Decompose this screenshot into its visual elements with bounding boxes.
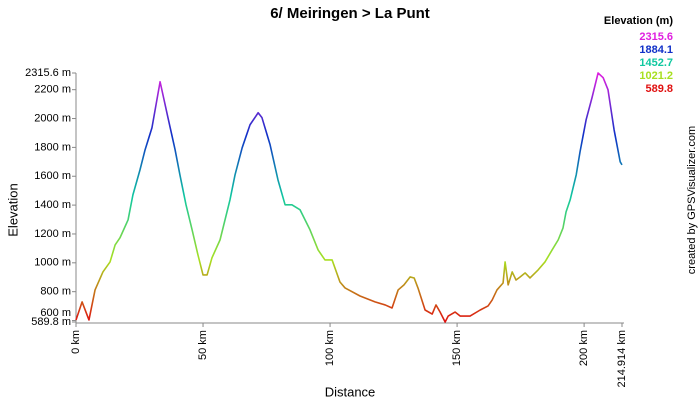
y-tick-label: 1800 m: [34, 141, 71, 153]
x-tick-label: 100 km: [324, 330, 336, 366]
chart-title: 6/ Meiringen > La Punt: [270, 5, 430, 22]
legend-value: 1884.1: [639, 44, 673, 56]
y-axis-title: Elevation: [5, 183, 20, 236]
legend-value: 2315.6: [639, 31, 673, 43]
y-tick-label: 600 m: [40, 307, 71, 319]
x-tick-label: 150 km: [451, 330, 463, 366]
elevation-line: [75, 72, 623, 323]
y-tick-label: 2200 m: [34, 84, 71, 96]
y-tick-label: 800 m: [40, 286, 71, 298]
y-tick-label: 1000 m: [34, 257, 71, 269]
y-tick-label: 1400 m: [34, 199, 71, 211]
legend-title: Elevation (m): [604, 15, 673, 27]
x-tick-label: 0 km: [70, 330, 82, 354]
x-tick-label: 200 km: [578, 330, 590, 366]
credit: created by GPSVisualizer.com: [686, 126, 698, 274]
y-tick-label: 1600 m: [34, 170, 71, 182]
x-axis-title: Distance: [325, 384, 376, 399]
x-tick-label: 214.914 km: [616, 330, 628, 387]
x-tick-label: 50 km: [197, 330, 209, 360]
y-tick-label: 2000 m: [34, 112, 71, 124]
legend-value: 1021.2: [639, 70, 673, 82]
legend-value: 589.8: [645, 83, 673, 95]
y-tick-label: 589.8 m: [31, 316, 71, 328]
legend-value: 1452.7: [639, 57, 673, 69]
y-tick-label: 1200 m: [34, 228, 71, 240]
y-tick-label: 2315.6 m: [25, 67, 71, 79]
